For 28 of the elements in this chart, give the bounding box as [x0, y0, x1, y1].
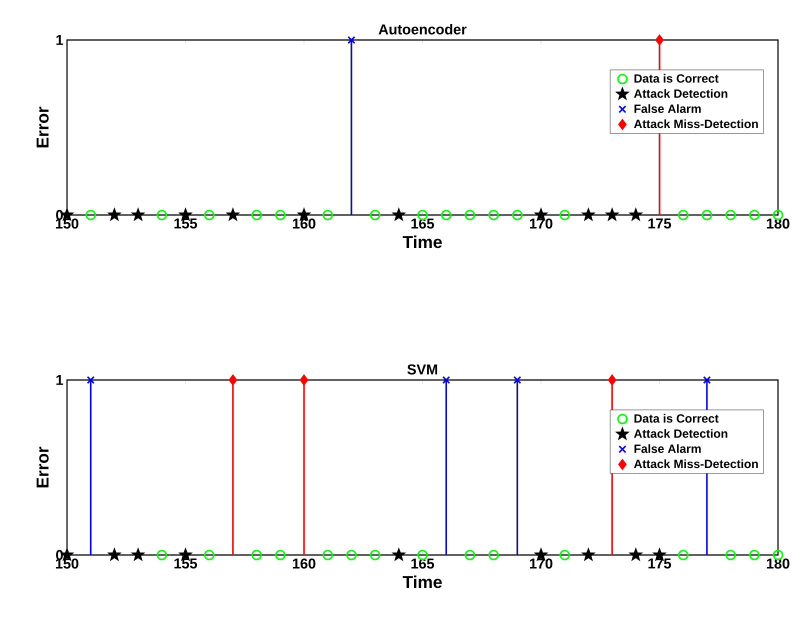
- x-tick-label: 180: [766, 558, 790, 569]
- chart-title: Autoencoder: [378, 24, 467, 34]
- chart-title: SVM: [407, 364, 438, 374]
- x-tick-label: 155: [174, 558, 198, 569]
- legend-label: Data is Correct: [634, 74, 719, 83]
- x-tick-label: 170: [530, 218, 552, 229]
- x-axis-title: Time: [402, 575, 442, 588]
- x-tick-label: 160: [292, 218, 316, 229]
- legend-label: Attack Miss-Detection: [634, 119, 758, 128]
- legend-label: Attack Detection: [634, 429, 728, 438]
- x-tick-label: 175: [648, 558, 672, 569]
- x-tick-label: 165: [411, 558, 434, 569]
- x-tick-label: 165: [411, 218, 434, 229]
- x-tick-label: 160: [292, 558, 316, 569]
- x-tick-label: 180: [766, 218, 790, 229]
- legend-label: Attack Miss-Detection: [634, 459, 758, 468]
- legend-label: False Alarm: [634, 444, 701, 453]
- legend-label: False Alarm: [634, 104, 701, 113]
- x-tick-label: 155: [174, 218, 198, 229]
- y-axis-title: Error: [36, 446, 49, 488]
- y-tick-label: 1: [56, 375, 64, 385]
- legend-label: Data is Correct: [634, 414, 719, 423]
- x-tick-label: 175: [648, 218, 672, 229]
- y-axis-title: Error: [36, 106, 49, 148]
- legend-label: Attack Detection: [634, 89, 728, 98]
- x-tick-label: 170: [530, 558, 552, 569]
- y-tick-label: 1: [56, 35, 64, 45]
- x-axis-title: Time: [402, 235, 442, 248]
